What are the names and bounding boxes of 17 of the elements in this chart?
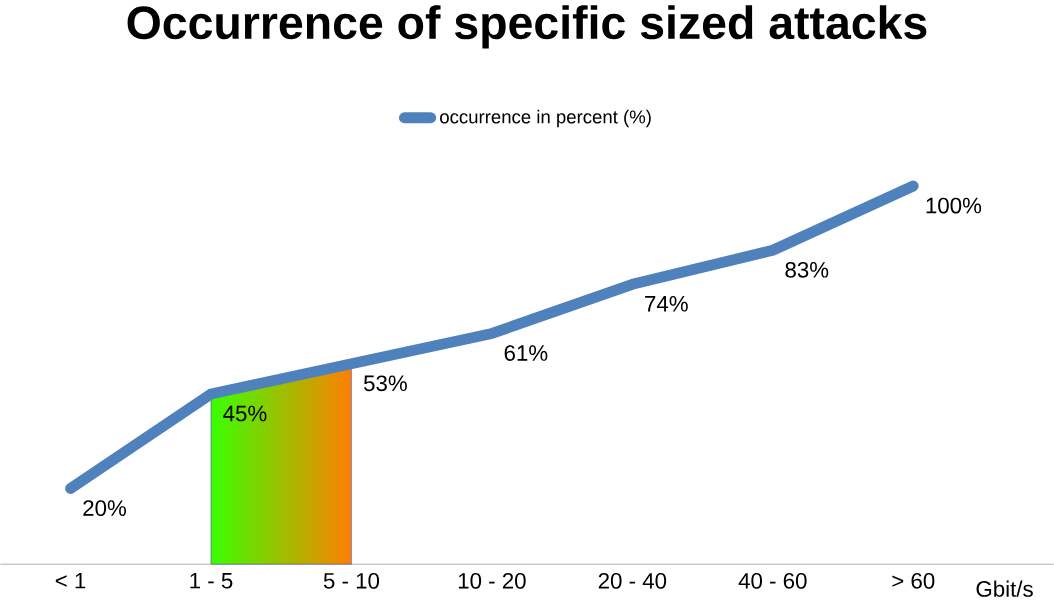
x-tick-label: 1 - 5 (190, 572, 233, 589)
data-label: 83% (785, 261, 829, 278)
x-tick-label: 20 - 40 (598, 572, 667, 589)
x-tick-label: 10 - 20 (458, 572, 526, 589)
data-label: 61% (504, 345, 548, 361)
data-label: 45% (223, 405, 267, 422)
x-axis-title: Gbit/s (976, 580, 1033, 597)
x-tick-label: 5 - 10 (323, 572, 380, 589)
x-tick-label: < 1 (55, 572, 86, 589)
chart-title: Occurrence of specific sized attacks (127, 5, 927, 49)
data-label: 100% (926, 197, 982, 214)
x-tick-label: 40 - 60 (738, 572, 807, 589)
x-tick-label: > 60 (892, 572, 935, 589)
legend-label: occurrence in percent (%) (440, 109, 651, 128)
data-label: 20% (83, 500, 127, 516)
data-label: 53% (364, 375, 407, 392)
data-label: 74% (645, 295, 688, 312)
